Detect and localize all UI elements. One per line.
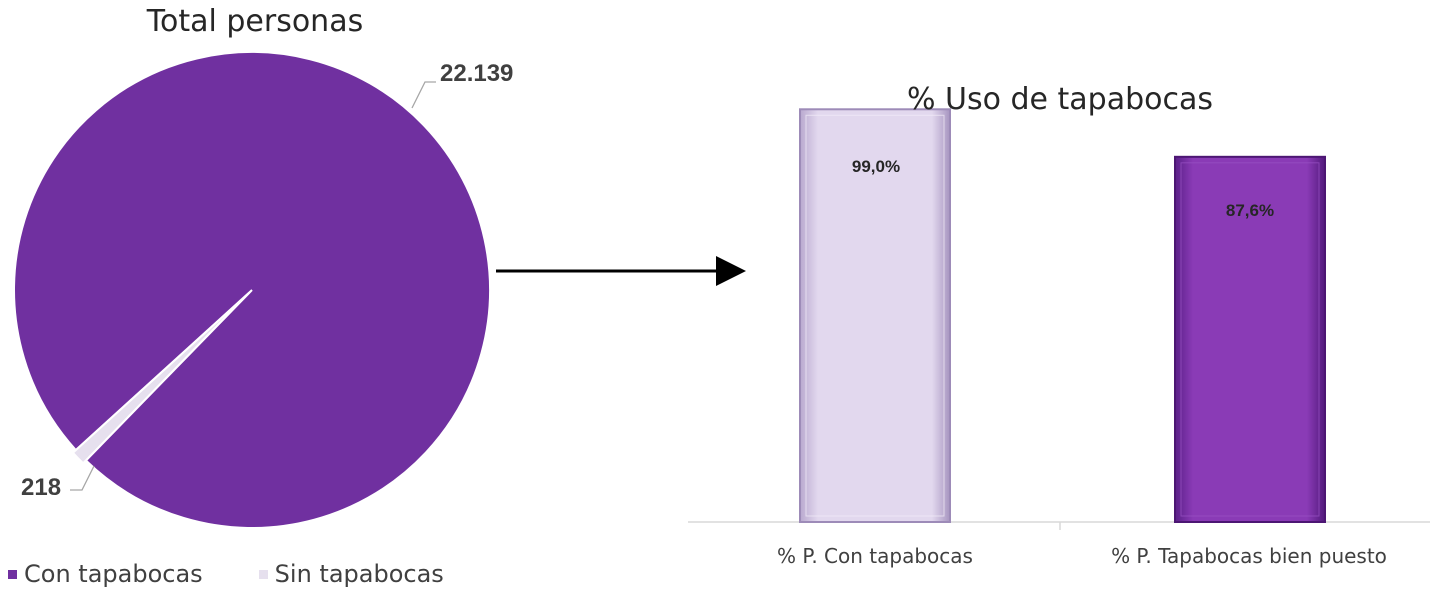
- pie-data-label-con-tapabocas: 22.139: [440, 60, 514, 87]
- pie-legend: Con tapabocas Sin tapabocas: [8, 560, 500, 588]
- bar-bevel-bien-puesto: [1180, 162, 1320, 517]
- pie-chart: [13, 51, 491, 529]
- pie-chart-title: Total personas: [146, 4, 364, 39]
- pie-leader-line-sin-tapabocas: [70, 465, 95, 491]
- legend-item-sin-tapabocas: Sin tapabocas: [258, 560, 444, 588]
- bar-bevel-con-tapabocas: [805, 114, 945, 517]
- legend-swatch-con-tapabocas: [8, 569, 17, 579]
- bar-category-label-con-tapabocas: % P. Con tapabocas: [777, 544, 973, 568]
- bar-con-tapabocas: [799, 108, 951, 524]
- bar-chart-title: % Uso de tapabocas: [906, 82, 1214, 117]
- bar-tapabocas-bien-puesto: [1174, 155, 1326, 524]
- pie-data-label-sin-tapabocas: 218: [21, 474, 62, 501]
- bar-value-label-bien-puesto: 87,6%: [1225, 201, 1275, 220]
- legend-swatch-sin-tapabocas: [258, 569, 268, 579]
- bar-category-label-bien-puesto: % P. Tapabocas bien puesto: [1111, 544, 1387, 568]
- pie-slice-con-tapabocas: [13, 51, 491, 529]
- legend-item-con-tapabocas: Con tapabocas: [8, 560, 203, 588]
- legend-label-sin-tapabocas: Sin tapabocas: [274, 560, 444, 588]
- bar-chart: [799, 108, 1326, 524]
- pie-leader-line-con-tapabocas: [411, 81, 436, 109]
- legend-label-con-tapabocas: Con tapabocas: [24, 560, 203, 588]
- bar-value-label-con-tapabocas: 99,0%: [851, 157, 901, 176]
- pie-slice-sin-tapabocas: [71, 292, 250, 465]
